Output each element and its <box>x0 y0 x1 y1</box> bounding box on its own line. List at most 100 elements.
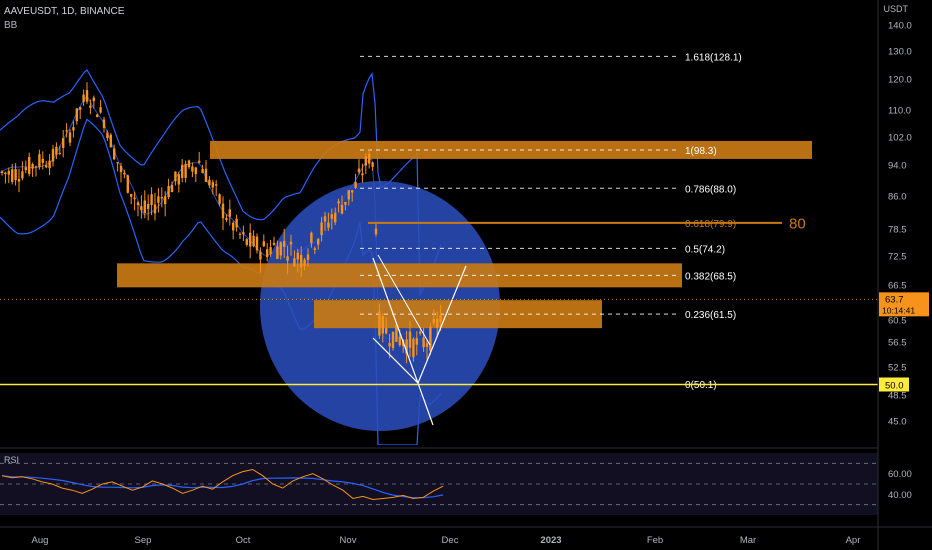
fib-label: 0.786(88.0) <box>685 184 736 195</box>
x-tick-label: 2023 <box>540 535 561 546</box>
indicator-label-bb[interactable]: BB <box>4 20 18 31</box>
x-tick-label: Dec <box>442 535 459 546</box>
candle-body <box>218 194 221 204</box>
candle-body <box>422 337 425 348</box>
candle-body <box>174 171 177 182</box>
trendline-upper-wedge <box>377 254 431 346</box>
candle-body <box>126 175 129 193</box>
candle-body <box>415 338 418 345</box>
drawn-trendlines <box>372 254 467 426</box>
x-tick-label: Nov <box>340 535 357 546</box>
candle-body <box>405 339 408 354</box>
zone-0382 <box>117 263 682 288</box>
candle-body <box>187 160 191 168</box>
candle-body <box>17 178 21 182</box>
candle-body <box>354 182 357 188</box>
candle-body <box>378 311 381 336</box>
candle-body <box>347 190 350 200</box>
x-tick-label: Sep <box>135 535 152 546</box>
candle-body <box>385 327 388 334</box>
candle-body <box>96 114 99 118</box>
candle-body <box>153 204 157 214</box>
candle-body <box>194 167 197 175</box>
zone-1 <box>210 140 812 159</box>
candle-body <box>14 169 17 181</box>
candle-body <box>62 138 65 148</box>
y-tick-label: 86.0 <box>888 192 907 203</box>
candle-body <box>119 165 123 173</box>
candle-body <box>38 154 41 168</box>
candle-body <box>255 236 259 251</box>
last-price-value: 63.7 <box>885 294 904 305</box>
candle-body <box>361 173 364 176</box>
candle-body <box>269 247 272 255</box>
candle-body <box>51 149 55 162</box>
support-price-tag <box>879 377 909 392</box>
candle-body <box>191 166 194 172</box>
candle-body <box>429 326 432 351</box>
candle-body <box>252 235 255 247</box>
candle-body <box>143 200 146 214</box>
fib-label: 0.618(79.9) <box>685 219 736 230</box>
candle-body <box>340 204 344 214</box>
x-tick-label: Aug <box>32 535 49 546</box>
candles <box>0 82 442 364</box>
candle-body <box>68 132 72 143</box>
candle-body <box>89 105 92 108</box>
price-axis[interactable]: 140.0 130.0 120.0 110.0 102.0 94.0 86.0 78.5 72.… <box>877 0 932 550</box>
candle-body <box>28 156 31 174</box>
candle-body <box>425 343 429 347</box>
main-plot-area: 1.618(128.1) 1(98.3) 0.786(88.0) 0.618(79.9… <box>0 52 878 445</box>
candle-body <box>279 242 282 256</box>
indicator-label-rsi[interactable]: RSI <box>4 455 20 465</box>
y-tick-label: 56.5 <box>888 338 907 349</box>
candle-body <box>351 190 354 193</box>
symbol-title[interactable]: AAVEUSDT, 1D, BINANCE <box>4 6 125 17</box>
candle-body <box>170 184 174 193</box>
fib-label: 0.382(68.5) <box>685 271 736 282</box>
candle-body <box>82 94 85 102</box>
fib-label: 0(50.1) <box>685 380 717 391</box>
x-tick-label: Feb <box>647 535 663 546</box>
candle-body <box>364 156 367 166</box>
candle-body <box>41 158 44 163</box>
candle-body <box>177 174 180 185</box>
candle-body <box>225 218 228 220</box>
candle-body <box>395 324 398 342</box>
y-tick-label: 48.5 <box>888 391 907 402</box>
candle-body <box>432 318 435 323</box>
y-tick-label: 94.0 <box>888 161 907 172</box>
candle-body <box>167 186 170 198</box>
candle-body <box>181 164 184 178</box>
candle-body <box>245 239 248 245</box>
candle-body <box>310 232 313 244</box>
price-tags: 63.710:14:41 50.0 <box>0 292 929 392</box>
candle-body <box>24 167 27 171</box>
candle-body <box>238 233 242 235</box>
candle-body <box>65 130 68 132</box>
rsi-tick-label: 40.00 <box>888 490 912 501</box>
candle-body <box>357 168 361 173</box>
candle-body <box>55 146 58 155</box>
candle-body <box>334 212 337 223</box>
candle-body <box>262 241 265 247</box>
time-axis[interactable]: Aug Sep Oct Nov Dec 2023 Feb Mar Apr <box>0 526 932 546</box>
y-tick-label: 60.5 <box>888 316 907 327</box>
candle-body <box>184 163 187 178</box>
candle-body <box>102 119 106 128</box>
candle-body <box>388 343 391 347</box>
candle-body <box>235 218 238 228</box>
axis-background <box>878 0 932 550</box>
candle-body <box>113 148 116 160</box>
candle-body <box>4 172 7 174</box>
candle-body <box>412 338 415 358</box>
candle-body <box>198 160 201 163</box>
candle-body <box>45 165 48 168</box>
fib-label: 0.236(61.5) <box>685 310 736 321</box>
candle-body <box>436 318 439 328</box>
y-tick-label: 102.0 <box>888 133 912 144</box>
candle-body <box>21 171 24 179</box>
currency-label: USDT <box>883 4 909 14</box>
candle-body <box>330 214 333 219</box>
